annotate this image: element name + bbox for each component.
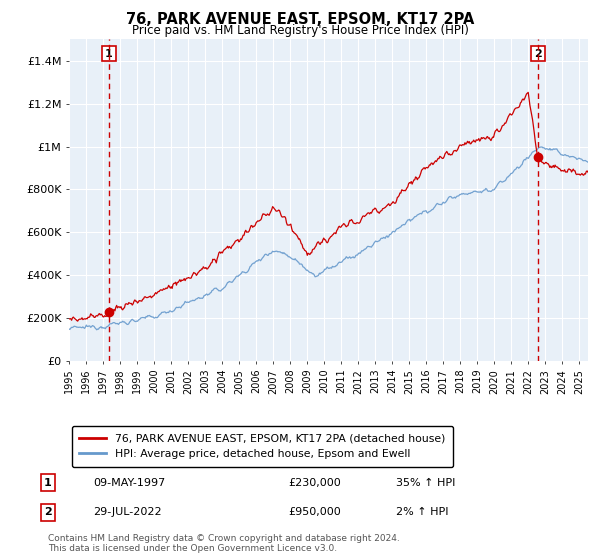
Text: £230,000: £230,000 [288,478,341,488]
Text: Price paid vs. HM Land Registry's House Price Index (HPI): Price paid vs. HM Land Registry's House … [131,24,469,36]
Text: 76, PARK AVENUE EAST, EPSOM, KT17 2PA: 76, PARK AVENUE EAST, EPSOM, KT17 2PA [126,12,474,27]
Text: 35% ↑ HPI: 35% ↑ HPI [396,478,455,488]
Text: 1: 1 [44,478,52,488]
Legend: 76, PARK AVENUE EAST, EPSOM, KT17 2PA (detached house), HPI: Average price, deta: 76, PARK AVENUE EAST, EPSOM, KT17 2PA (d… [72,426,453,467]
Text: £950,000: £950,000 [288,507,341,517]
Text: 29-JUL-2022: 29-JUL-2022 [93,507,161,517]
Text: 2: 2 [534,49,542,59]
Text: 2: 2 [44,507,52,517]
Text: 2% ↑ HPI: 2% ↑ HPI [396,507,449,517]
Text: 1: 1 [105,49,113,59]
Text: 09-MAY-1997: 09-MAY-1997 [93,478,165,488]
Text: Contains HM Land Registry data © Crown copyright and database right 2024.
This d: Contains HM Land Registry data © Crown c… [48,534,400,553]
